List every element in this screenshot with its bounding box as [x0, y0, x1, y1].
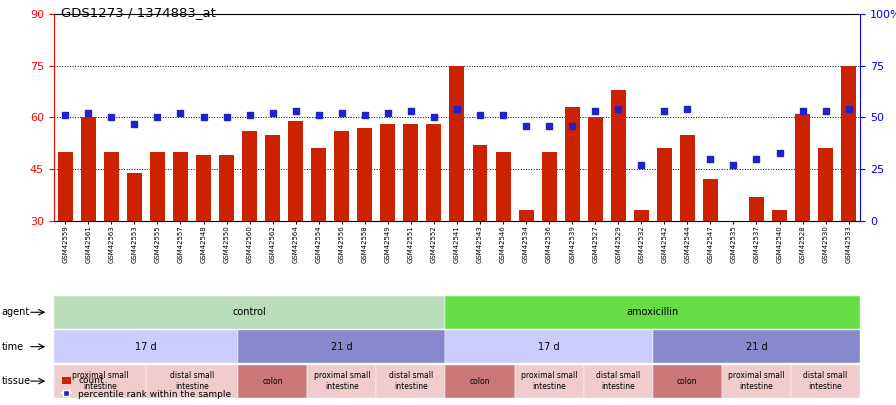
- Bar: [657, 149, 672, 221]
- Bar: [588, 117, 603, 221]
- Point: [657, 108, 671, 115]
- Text: GDS1273 / 1374883_at: GDS1273 / 1374883_at: [61, 6, 216, 19]
- Text: colon: colon: [470, 377, 490, 386]
- Point: [519, 122, 533, 129]
- Point: [151, 114, 165, 121]
- Bar: [519, 211, 534, 221]
- Point: [381, 110, 395, 117]
- Bar: [289, 121, 303, 221]
- Point: [588, 108, 602, 115]
- Point: [450, 106, 464, 113]
- Bar: [703, 179, 718, 221]
- Point: [749, 156, 763, 162]
- Point: [680, 106, 694, 113]
- Bar: [564, 107, 580, 221]
- Point: [127, 120, 142, 127]
- Point: [796, 108, 810, 115]
- Bar: [242, 131, 257, 221]
- Point: [495, 112, 510, 119]
- Point: [243, 112, 257, 119]
- Text: distal small
intestine: distal small intestine: [389, 371, 433, 391]
- Text: time: time: [2, 342, 24, 352]
- Bar: [841, 66, 857, 221]
- Bar: [58, 152, 73, 221]
- Bar: [818, 149, 833, 221]
- Bar: [795, 114, 810, 221]
- Bar: [542, 152, 556, 221]
- Bar: [403, 124, 418, 221]
- Text: proximal small
intestine: proximal small intestine: [521, 371, 577, 391]
- Bar: [150, 152, 165, 221]
- Point: [542, 122, 556, 129]
- Bar: [726, 221, 741, 255]
- Bar: [472, 145, 487, 221]
- Bar: [680, 134, 695, 221]
- Bar: [611, 90, 625, 221]
- Text: 17 d: 17 d: [135, 342, 157, 352]
- Point: [334, 110, 349, 117]
- Text: colon: colon: [677, 377, 698, 386]
- Bar: [450, 66, 464, 221]
- Point: [220, 114, 234, 121]
- Point: [104, 114, 118, 121]
- Text: distal small
intestine: distal small intestine: [804, 371, 848, 391]
- Point: [727, 162, 741, 168]
- Text: colon: colon: [263, 377, 283, 386]
- Bar: [749, 197, 764, 221]
- Bar: [220, 155, 234, 221]
- Text: amoxicillin: amoxicillin: [626, 307, 679, 317]
- Bar: [495, 152, 511, 221]
- Point: [358, 112, 372, 119]
- Text: 21 d: 21 d: [331, 342, 352, 352]
- Point: [173, 110, 187, 117]
- Bar: [358, 128, 373, 221]
- Legend: count, percentile rank within the sample: count, percentile rank within the sample: [58, 373, 235, 403]
- Point: [312, 112, 326, 119]
- Bar: [81, 117, 96, 221]
- Text: agent: agent: [2, 307, 30, 317]
- Bar: [334, 131, 349, 221]
- Point: [565, 122, 580, 129]
- Bar: [127, 173, 142, 221]
- Text: distal small
intestine: distal small intestine: [170, 371, 214, 391]
- Text: distal small
intestine: distal small intestine: [596, 371, 641, 391]
- Point: [426, 114, 441, 121]
- Point: [841, 106, 856, 113]
- Text: control: control: [233, 307, 266, 317]
- Bar: [196, 155, 211, 221]
- Point: [818, 108, 832, 115]
- Bar: [265, 134, 280, 221]
- Bar: [772, 211, 787, 221]
- Point: [703, 156, 718, 162]
- Point: [404, 108, 418, 115]
- Point: [196, 114, 211, 121]
- Point: [473, 112, 487, 119]
- Point: [82, 110, 96, 117]
- Point: [289, 108, 303, 115]
- Text: 21 d: 21 d: [745, 342, 767, 352]
- Bar: [633, 211, 649, 221]
- Text: proximal small
intestine: proximal small intestine: [72, 371, 128, 391]
- Point: [611, 106, 625, 113]
- Point: [772, 149, 787, 156]
- Text: 17 d: 17 d: [538, 342, 560, 352]
- Point: [58, 112, 73, 119]
- Bar: [104, 152, 119, 221]
- Text: proximal small
intestine: proximal small intestine: [728, 371, 785, 391]
- Bar: [426, 124, 442, 221]
- Point: [265, 110, 280, 117]
- Text: proximal small
intestine: proximal small intestine: [314, 371, 370, 391]
- Point: [634, 162, 649, 168]
- Text: tissue: tissue: [2, 376, 31, 386]
- Bar: [311, 149, 326, 221]
- Bar: [173, 152, 188, 221]
- Bar: [381, 124, 395, 221]
